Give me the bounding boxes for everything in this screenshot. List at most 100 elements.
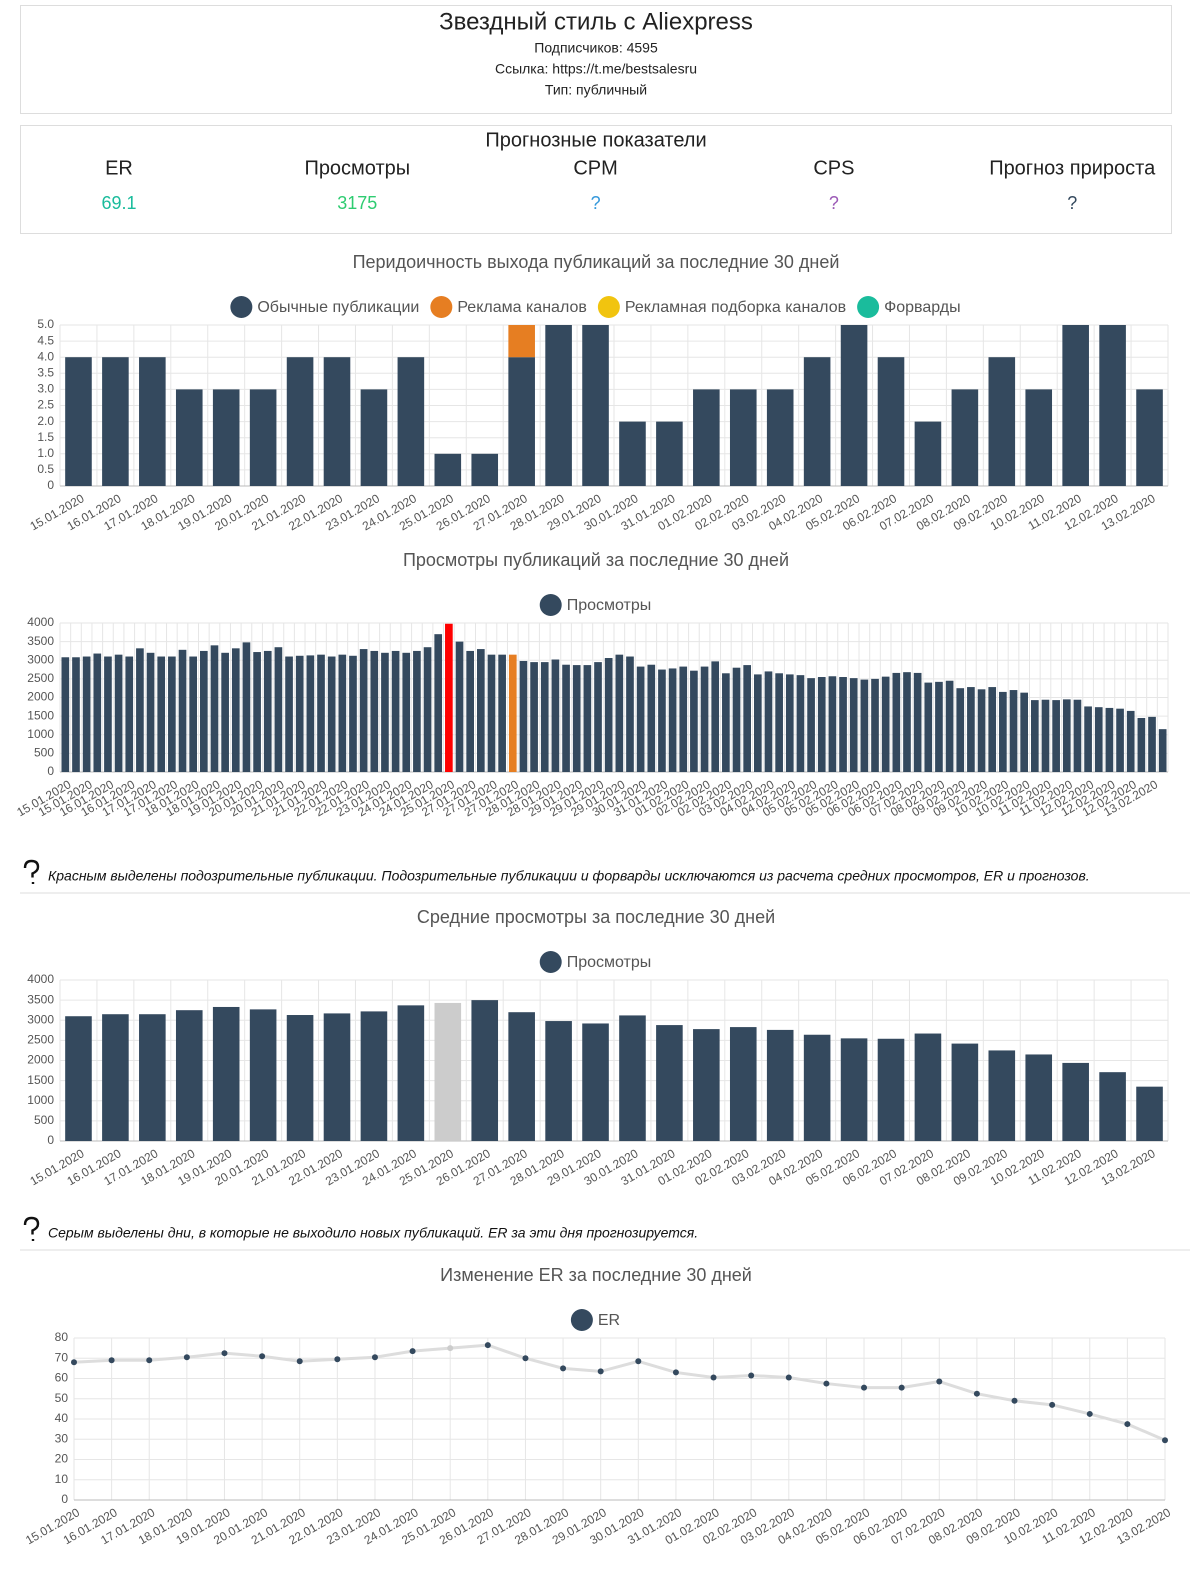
y-tick-label: 500 [34,1113,54,1127]
y-tick-label: 80 [55,1330,69,1344]
bar [93,653,102,772]
y-tick-label: 1500 [27,1073,54,1087]
y-tick-label: 2.0 [37,414,54,428]
bar [679,666,688,772]
bar [977,689,986,772]
chart-title: Перидоичность выхода публикаций за после… [353,252,840,272]
bar [545,325,572,486]
bar [221,652,229,772]
legend-marker [597,296,620,318]
metric-label: CPS [813,157,854,179]
y-tick-label: 70 [55,1350,69,1364]
channel-card [20,5,1172,114]
y-tick-label: 5.0 [37,317,54,331]
bar [146,652,155,772]
y-tick-label: 2000 [27,690,54,704]
bar [61,657,70,772]
bar [615,654,624,772]
bar [999,691,1007,772]
bar [1094,707,1103,772]
bar [729,1027,757,1141]
bar [1062,1062,1089,1141]
bar [988,1050,1016,1141]
bar [1116,708,1124,772]
bar [1073,699,1082,772]
point [71,1359,77,1366]
bar [1136,389,1163,486]
bar [647,664,656,772]
bar [1041,699,1050,772]
bar [840,1038,868,1141]
bar [766,389,794,486]
bar [508,357,535,486]
point [1049,1401,1056,1408]
point [710,1374,717,1381]
point [1162,1437,1168,1444]
bar [1158,729,1167,772]
bar [1099,325,1126,486]
bar [562,664,570,772]
bar [212,1006,240,1141]
bar [466,650,475,772]
y-tick-label: 1000 [27,727,54,741]
point [973,1390,980,1397]
y-tick-label: 3000 [27,1012,54,1026]
y-tick-label: 1000 [27,1093,54,1107]
bar [619,421,646,486]
bar [775,673,783,772]
bar [360,1011,388,1141]
bar [253,652,261,772]
bar [803,357,831,486]
bar [583,665,592,772]
channel-type: Тип: публичный [545,82,647,98]
point [409,1348,416,1355]
bar [65,1016,92,1141]
point [1124,1421,1131,1428]
subscribers: Подписчиков: 4595 [534,40,658,56]
bar [656,1025,683,1141]
bar [498,654,506,772]
bar [693,1029,720,1141]
legend-label: Реклама каналов [457,299,587,316]
bar [1025,389,1053,486]
bar [286,357,314,486]
bar [913,672,922,772]
channel-link[interactable]: Ссылка: https://t.me/bestsalesru [495,61,697,77]
bar [455,641,464,772]
y-tick-label: 4000 [27,615,54,629]
bar [722,673,730,772]
bar [65,357,92,486]
y-tick-label: 4000 [27,972,54,986]
bar [840,325,868,486]
bar [807,678,815,772]
bar [582,1023,609,1141]
bar [877,357,905,486]
bar [604,658,613,772]
bar [263,650,272,772]
y-tick-label: 60 [55,1371,69,1385]
point [484,1342,491,1349]
bar [508,654,517,772]
bar [157,656,166,772]
point [447,1345,454,1352]
bar [476,649,485,772]
bar [434,453,462,486]
y-tick-label: 1.5 [37,430,54,444]
bar [508,325,535,358]
bar [988,687,997,772]
chart-title: Средние просмотры за последние 30 дней [417,907,775,927]
bar [945,680,954,772]
bar [693,389,720,486]
bar [545,1021,572,1141]
point [221,1350,228,1357]
bar [871,678,879,772]
bar [658,669,666,772]
point [823,1380,830,1387]
bar [445,623,453,772]
point [672,1369,679,1376]
bar [892,672,901,772]
point [183,1354,190,1361]
metric-value: ? [591,193,601,213]
point [597,1368,604,1375]
bar [1025,1054,1053,1141]
